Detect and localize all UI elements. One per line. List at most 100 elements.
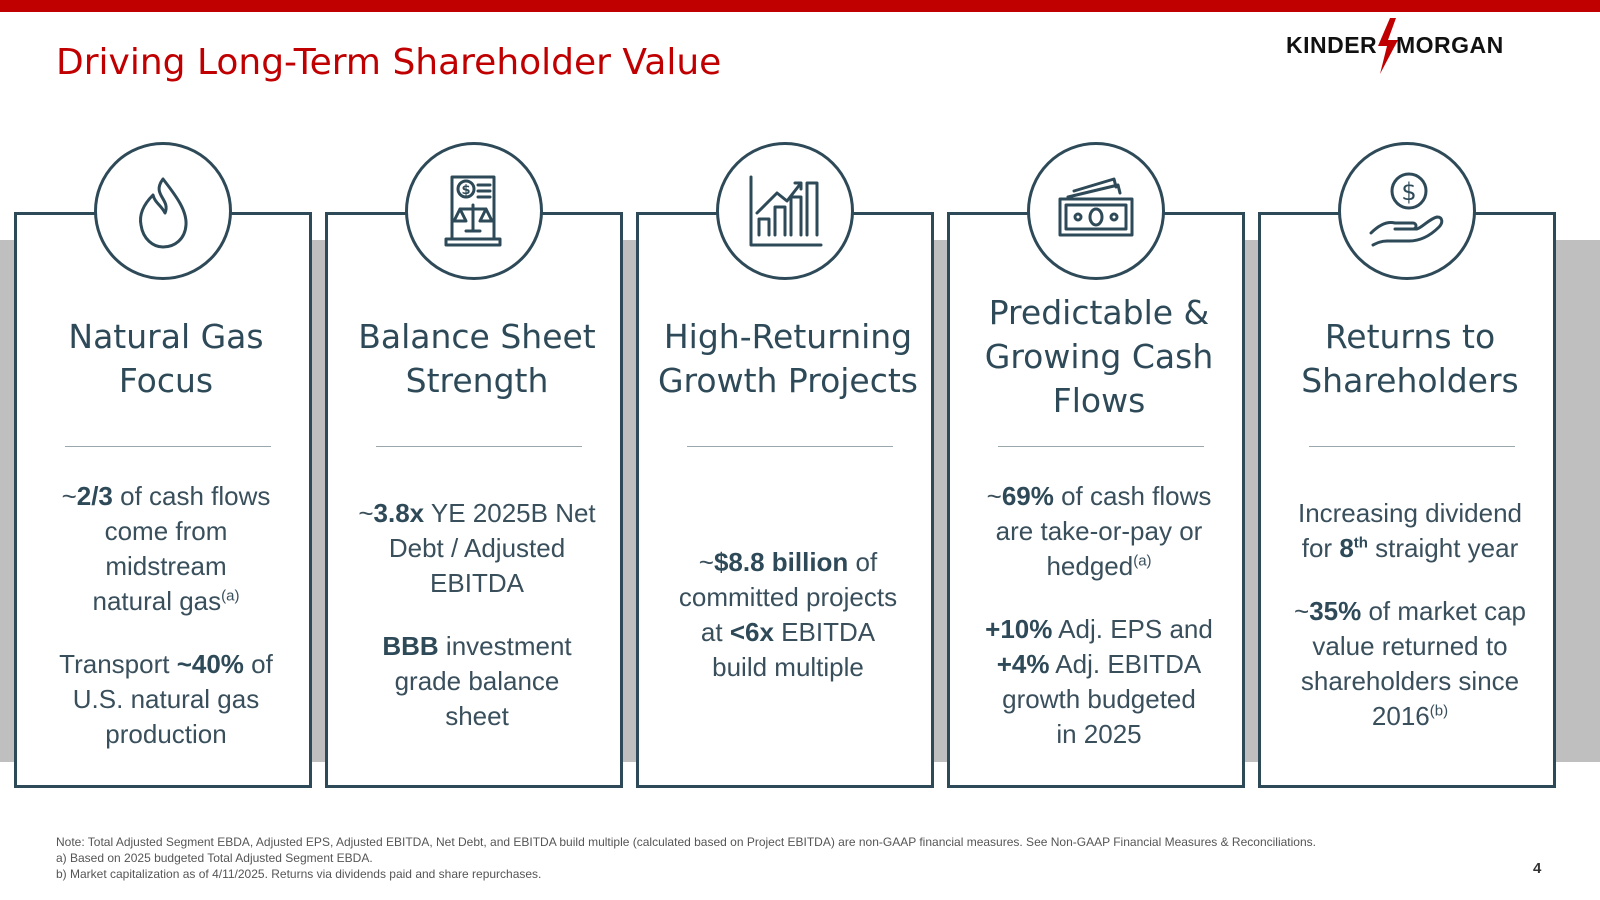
highlight-value: 35% xyxy=(1309,596,1362,626)
pillar-title-line: Returns to xyxy=(1324,317,1496,356)
pillar-title-line: Predictable & xyxy=(988,293,1210,332)
kinder-morgan-logo: KINDER MORGAN xyxy=(1286,18,1548,86)
svg-text:$: $ xyxy=(461,183,470,198)
body-line: hedged(a) xyxy=(950,549,1248,584)
body-line: ~69% of cash flows xyxy=(950,479,1248,514)
text-run: value returned to xyxy=(1312,631,1508,661)
text-run: of market cap xyxy=(1361,596,1526,626)
pillar-title: Balance Sheet Strength xyxy=(328,315,626,403)
svg-text:$: $ xyxy=(1401,178,1416,206)
text-run: at xyxy=(700,617,730,647)
pillar-divider xyxy=(376,446,582,447)
footnote-b: b) Market capitalization as of 4/11/2025… xyxy=(56,867,542,881)
text-run: of cash flows xyxy=(1053,481,1212,511)
text-run: hedged xyxy=(1046,551,1134,581)
footnote-a: a) Based on 2025 budgeted Total Adjusted… xyxy=(56,851,373,865)
highlight-value: 8 xyxy=(1339,533,1354,563)
body-line: are take-or-pay or xyxy=(950,514,1248,549)
logo-word-left: KINDER xyxy=(1286,32,1378,58)
highlight-value: $8.8 billion xyxy=(713,547,849,577)
text-run: come from xyxy=(104,516,228,546)
pillar-title: Predictable & Growing Cash Flows xyxy=(950,291,1248,423)
pillar-icon-circle: $ xyxy=(1338,142,1476,280)
text-run: Adj. EPS and xyxy=(1052,614,1213,644)
body-line: sheet xyxy=(328,699,626,734)
pillar-icon-circle xyxy=(94,142,232,280)
pillar-icon-circle xyxy=(1027,142,1165,280)
body-line: Debt / Adjusted xyxy=(328,531,626,566)
highlight-value: BBB xyxy=(382,631,439,661)
body-line: ~35% of market cap xyxy=(1261,594,1559,629)
logo-word-right: MORGAN xyxy=(1396,32,1504,58)
body-line: U.S. natural gas xyxy=(17,682,315,717)
pillar-card: Natural Gas Focus ~2/3 of cash flows come f… xyxy=(14,212,312,788)
text-run: grade balance xyxy=(394,666,560,696)
body-line: come from xyxy=(17,514,315,549)
body-line: production xyxy=(17,717,315,752)
text-run: of xyxy=(848,547,878,577)
text-run: ~ xyxy=(698,547,714,577)
highlight-value: <6x xyxy=(729,617,774,647)
text-run: midstream xyxy=(105,551,227,581)
hand-dollar-coin-icon: $ xyxy=(1369,172,1444,247)
top-accent-bar xyxy=(0,0,1600,12)
body-line: +4% Adj. EBITDA xyxy=(950,647,1248,682)
text-run: ~ xyxy=(358,498,374,528)
superscript: th xyxy=(1353,534,1368,552)
text-run: production xyxy=(105,719,227,749)
body-line: midstream xyxy=(17,549,315,584)
body-line: natural gas(a) xyxy=(17,584,315,619)
body-line: grade balance xyxy=(328,664,626,699)
text-run: of cash flows xyxy=(112,481,271,511)
lightning-bolt-icon xyxy=(1378,18,1398,74)
text-run: shareholders since xyxy=(1300,666,1520,696)
pillar-icon-circle xyxy=(716,142,854,280)
body-line: +10% Adj. EPS and xyxy=(950,612,1248,647)
flame-icon xyxy=(139,177,188,249)
text-run: EBITDA xyxy=(430,568,524,598)
footnote-ref: (a) xyxy=(221,587,240,605)
body-line: value returned to xyxy=(1261,629,1559,664)
pillar-title-line: High-Returning xyxy=(663,317,913,356)
page-title: Driving Long-Term Shareholder Value xyxy=(56,42,722,83)
body-line: in 2025 xyxy=(950,717,1248,752)
highlight-value: ~40% xyxy=(176,649,244,679)
pillar-body: ~3.8x YE 2025B Net Debt / Adjusted EBITDA B… xyxy=(328,496,626,734)
text-run: ~ xyxy=(61,481,77,511)
text-run: natural gas xyxy=(92,586,222,616)
body-line: Transport ~40% of xyxy=(17,647,315,682)
pillar-icon-circle: $ xyxy=(405,142,543,280)
text-run: committed projects xyxy=(678,582,898,612)
text-run: are take-or-pay or xyxy=(995,516,1203,546)
text-run: ~ xyxy=(1294,596,1310,626)
footnote-ref: (b) xyxy=(1429,702,1449,720)
footnote-ref: (a) xyxy=(1133,552,1152,570)
pillar-body: ~69% of cash flows are take-or-pay or hedg… xyxy=(950,479,1248,752)
footnotes: Note: Total Adjusted Segment EBDA, Adjus… xyxy=(56,834,1316,882)
pillar-title: Returns to Shareholders xyxy=(1261,315,1559,403)
text-run: investment xyxy=(438,631,572,661)
text-run: in 2025 xyxy=(1056,719,1142,749)
highlight-value: +10% xyxy=(985,614,1053,644)
pillar-divider xyxy=(65,446,271,447)
text-run: 2016 xyxy=(1371,701,1430,731)
pillar-card: High-Returning Growth Projects ~$8.8 billi… xyxy=(636,212,934,788)
text-run: build multiple xyxy=(712,652,864,682)
financial-document-scales-icon: $ xyxy=(444,175,502,247)
body-line: shareholders since xyxy=(1261,664,1559,699)
highlight-value: 2/3 xyxy=(76,481,113,511)
highlight-value: +4% xyxy=(996,649,1050,679)
paragraph-gap xyxy=(950,584,1248,612)
body-line: for 8th straight year xyxy=(1261,531,1559,566)
body-line: 2016(b) xyxy=(1261,699,1559,734)
pillar-body: ~$8.8 billion of committed projects at <6x… xyxy=(639,545,937,685)
pillar-title-line: Growth Projects xyxy=(657,361,919,400)
pillar-body: ~2/3 of cash flows come from midstream natu… xyxy=(17,479,315,752)
text-run: Transport xyxy=(59,649,177,679)
body-line: ~2/3 of cash flows xyxy=(17,479,315,514)
pillar-title-line: Natural Gas xyxy=(68,317,264,356)
page-number: 4 xyxy=(1533,860,1542,877)
body-line: at <6x EBITDA xyxy=(639,615,937,650)
pillar-card: Returns to Shareholders Increasing dividen… xyxy=(1258,212,1556,788)
text-run: sheet xyxy=(445,701,509,731)
